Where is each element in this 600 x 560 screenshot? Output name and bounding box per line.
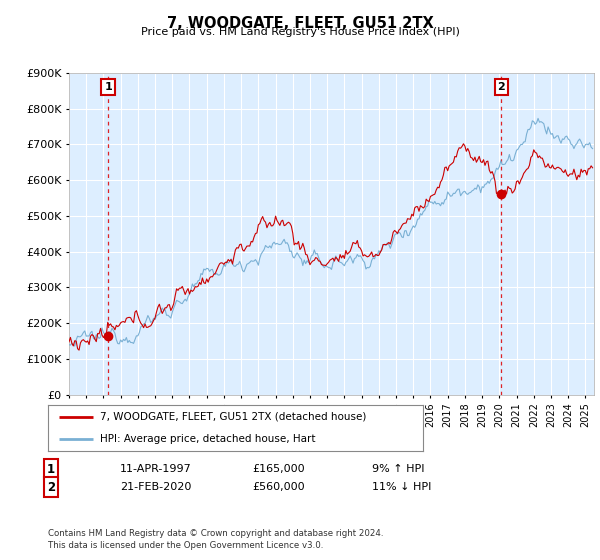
Text: 11-APR-1997: 11-APR-1997 bbox=[120, 464, 192, 474]
Text: 1: 1 bbox=[47, 463, 55, 476]
Text: £560,000: £560,000 bbox=[252, 482, 305, 492]
Text: £165,000: £165,000 bbox=[252, 464, 305, 474]
Text: 9% ↑ HPI: 9% ↑ HPI bbox=[372, 464, 425, 474]
Text: 2: 2 bbox=[47, 480, 55, 494]
Text: 11% ↓ HPI: 11% ↓ HPI bbox=[372, 482, 431, 492]
Text: HPI: Average price, detached house, Hart: HPI: Average price, detached house, Hart bbox=[101, 434, 316, 444]
Text: 21-FEB-2020: 21-FEB-2020 bbox=[120, 482, 191, 492]
Text: 7, WOODGATE, FLEET, GU51 2TX: 7, WOODGATE, FLEET, GU51 2TX bbox=[167, 16, 433, 31]
Text: 2: 2 bbox=[497, 82, 505, 92]
Text: 1: 1 bbox=[104, 82, 112, 92]
Text: Contains HM Land Registry data © Crown copyright and database right 2024.
This d: Contains HM Land Registry data © Crown c… bbox=[48, 529, 383, 550]
Text: Price paid vs. HM Land Registry's House Price Index (HPI): Price paid vs. HM Land Registry's House … bbox=[140, 27, 460, 38]
Text: 7, WOODGATE, FLEET, GU51 2TX (detached house): 7, WOODGATE, FLEET, GU51 2TX (detached h… bbox=[101, 412, 367, 422]
